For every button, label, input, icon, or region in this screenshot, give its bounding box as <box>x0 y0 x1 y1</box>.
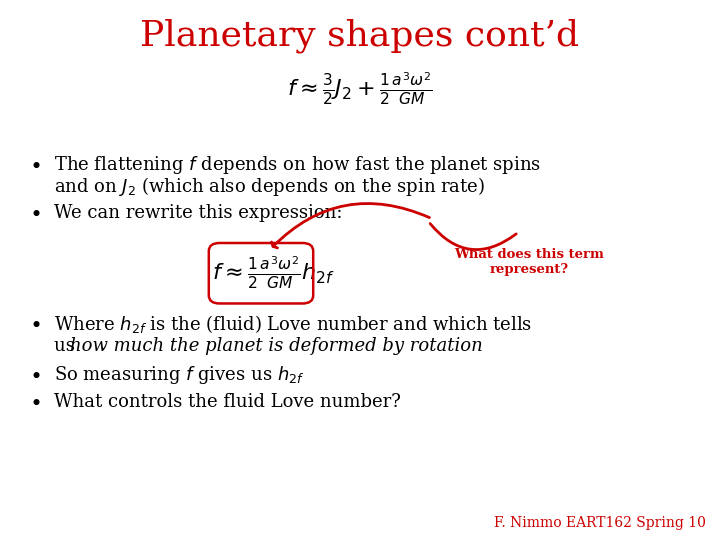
Text: $\bullet$: $\bullet$ <box>29 365 40 386</box>
Text: $f \approx \frac{3}{2}J_2 + \frac{1}{2}\frac{a^3\omega^2}{GM}$: $f \approx \frac{3}{2}J_2 + \frac{1}{2}\… <box>287 71 433 107</box>
Text: Planetary shapes cont’d: Planetary shapes cont’d <box>140 19 580 53</box>
Text: $f \approx \frac{1}{2}\frac{a^3\omega^2}{GM}h_{2f}$: $f \approx \frac{1}{2}\frac{a^3\omega^2}… <box>212 254 335 291</box>
Text: us: us <box>54 336 81 355</box>
Text: $\bullet$: $\bullet$ <box>29 203 40 224</box>
Text: and on $J_2$ (which also depends on the spin rate): and on $J_2$ (which also depends on the … <box>54 175 485 198</box>
Text: $\bullet$: $\bullet$ <box>29 314 40 334</box>
Text: So measuring $f$ gives us $h_{2f}$: So measuring $f$ gives us $h_{2f}$ <box>54 364 305 386</box>
Text: $\bullet$: $\bullet$ <box>29 154 40 175</box>
Text: We can rewrite this expression:: We can rewrite this expression: <box>54 204 343 222</box>
Text: What controls the fluid Love number?: What controls the fluid Love number? <box>54 393 401 411</box>
Text: What does this term
represent?: What does this term represent? <box>454 248 604 276</box>
Text: The flattening $f$ depends on how fast the planet spins: The flattening $f$ depends on how fast t… <box>54 154 541 176</box>
Text: $\bullet$: $\bullet$ <box>29 392 40 413</box>
Text: how much the planet is deformed by rotation: how much the planet is deformed by rotat… <box>70 336 482 355</box>
Text: F. Nimmo EART162 Spring 10: F. Nimmo EART162 Spring 10 <box>494 516 706 530</box>
Text: Where $h_{2f}$ is the (fluid) Love number and which tells: Where $h_{2f}$ is the (fluid) Love numbe… <box>54 313 532 335</box>
